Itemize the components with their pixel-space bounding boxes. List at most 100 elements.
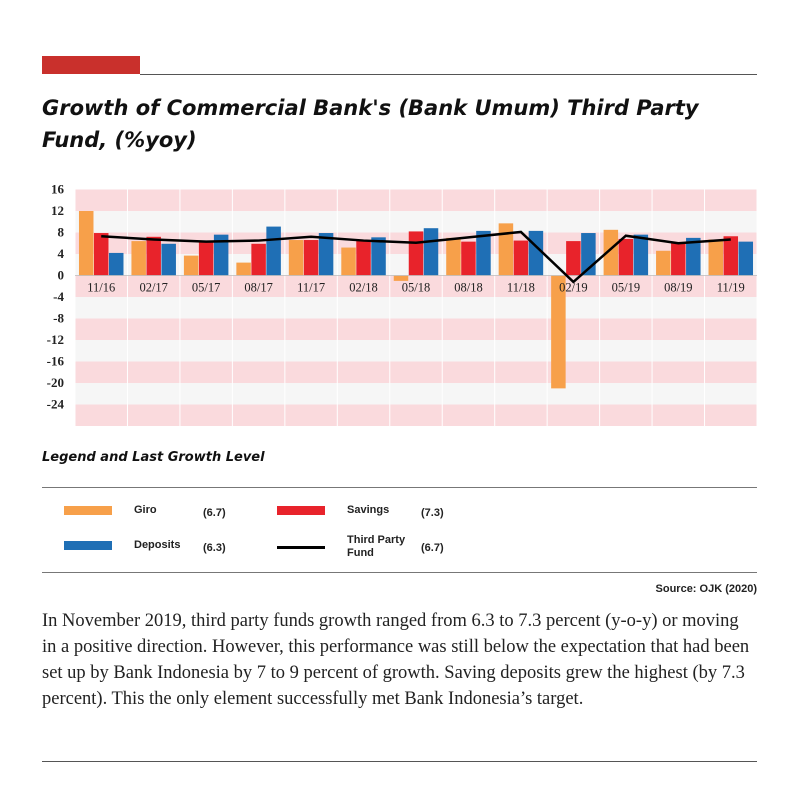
bar-deposits xyxy=(423,228,439,276)
bar-savings xyxy=(408,231,424,276)
header-accent-bar xyxy=(42,56,140,74)
source-note: Source: OJK (2020) xyxy=(655,583,757,595)
bar-deposits xyxy=(476,230,491,276)
y-tick-label: -4 xyxy=(53,289,64,304)
legend-item-giro: Giro xyxy=(64,504,204,517)
bar-savings xyxy=(251,243,266,276)
bar-giro xyxy=(393,275,409,281)
legend-bottom-rule xyxy=(42,572,757,573)
y-tick-label: 4 xyxy=(58,246,65,261)
legend-value-third-party-fund: (6.7) xyxy=(421,542,444,554)
chart-background-bands xyxy=(74,189,758,426)
legend-top-rule xyxy=(42,487,757,488)
chart-band xyxy=(75,211,757,233)
legend-item-deposits: Deposits xyxy=(64,539,204,552)
legend-label-giro: Giro xyxy=(134,504,157,516)
bar-deposits xyxy=(738,241,754,276)
bar-savings xyxy=(513,240,529,276)
chart-band xyxy=(75,404,757,426)
legend-title: Legend and Last Growth Level xyxy=(42,450,265,465)
footer-rule xyxy=(42,761,757,762)
bar-giro xyxy=(656,250,671,276)
chart-band xyxy=(75,383,757,405)
bar-savings xyxy=(356,240,371,276)
bar-savings xyxy=(671,242,686,276)
legend-value-deposits: (6.3) xyxy=(203,542,226,554)
bar-giro xyxy=(183,255,199,276)
y-tick-label: 8 xyxy=(58,225,65,240)
bar-giro xyxy=(288,240,304,276)
bar-savings xyxy=(461,241,476,276)
bar-savings xyxy=(146,236,161,276)
bar-giro xyxy=(446,237,461,276)
bar-deposits xyxy=(371,237,386,276)
bar-deposits xyxy=(318,233,334,276)
bar-giro xyxy=(131,241,146,276)
chart-band xyxy=(75,275,757,297)
header-rule xyxy=(140,74,757,75)
legend-value-giro: (6.7) xyxy=(203,507,226,519)
bar-savings xyxy=(303,240,319,276)
x-tick-label: 02/19 xyxy=(559,281,587,295)
legend-item-savings: Savings xyxy=(277,504,417,517)
bar-savings xyxy=(93,233,109,276)
deposits-swatch xyxy=(64,541,112,550)
bar-deposits xyxy=(528,230,544,276)
y-tick-label: 16 xyxy=(51,182,65,197)
x-tick-label: 11/16 xyxy=(87,281,115,295)
legend-label-third-party-fund: Third Party Fund xyxy=(347,534,406,559)
bar-savings xyxy=(566,241,581,276)
x-tick-label: 08/17 xyxy=(244,281,272,295)
chart-canvas: 16 12 8 4 0 -4 -8 -12 -16 -20 -24 11/16 02/17 05/17 0… xyxy=(47,182,758,426)
bar-giro xyxy=(236,262,251,276)
giro-swatch xyxy=(64,506,112,515)
bar-deposits xyxy=(266,226,281,276)
body-paragraph: In November 2019, third party funds grow… xyxy=(42,611,750,709)
x-tick-label: 11/19 xyxy=(717,281,745,295)
bar-deposits xyxy=(108,252,124,276)
y-tick-label: -20 xyxy=(47,375,64,390)
bar-deposits xyxy=(686,237,701,276)
chart-band xyxy=(75,318,757,340)
series-line-third-party-fund xyxy=(101,230,731,284)
y-tick-label: -12 xyxy=(47,332,64,347)
x-tick-label: 08/19 xyxy=(664,281,692,295)
legend-value-savings: (7.3) xyxy=(421,507,444,519)
third-party-fund-swatch xyxy=(277,545,325,549)
y-tick-label: 12 xyxy=(51,203,64,218)
x-tick-label: 08/18 xyxy=(454,281,482,295)
y-tick-label: -16 xyxy=(47,354,65,369)
bar-giro xyxy=(498,223,514,276)
bar-savings xyxy=(618,238,634,276)
y-tick-label: 0 xyxy=(58,268,65,283)
x-tick-label: 02/17 xyxy=(139,281,167,295)
legend-label-savings: Savings xyxy=(347,504,390,516)
x-tick-label: 05/17 xyxy=(192,281,220,295)
y-axis-ticks: 16 12 8 4 0 -4 -8 -12 -16 -20 -24 xyxy=(47,182,65,412)
y-tick-label: -8 xyxy=(53,311,64,326)
third-party-fund-line xyxy=(101,230,731,284)
x-tick-label: 11/17 xyxy=(297,281,325,295)
x-tick-label: 02/18 xyxy=(349,281,377,295)
bar-savings xyxy=(198,241,214,276)
bar-deposits xyxy=(213,234,229,276)
bar-savings xyxy=(723,236,739,276)
bar-giro xyxy=(341,247,356,276)
bar-giro xyxy=(708,239,724,276)
bar-deposits xyxy=(633,234,649,276)
legend-item-third-party-fund: Third Party Fund xyxy=(277,534,417,560)
bar-deposits xyxy=(161,243,176,276)
chart-title: Growth of Commercial Bank's (Bank Umum) … xyxy=(42,96,699,152)
savings-swatch xyxy=(277,506,325,515)
chart-band xyxy=(75,340,757,362)
x-axis-labels: 11/16 02/17 05/17 08/17 11/17 02/18 05/18 08/18… xyxy=(87,281,745,295)
bar-giro xyxy=(551,275,566,389)
chart-band xyxy=(75,361,757,383)
chart-band xyxy=(75,297,757,319)
bar-giro xyxy=(78,211,94,276)
chart-band xyxy=(75,189,757,211)
bar-giro xyxy=(603,229,619,276)
x-tick-label: 11/18 xyxy=(507,281,535,295)
legend-label-deposits: Deposits xyxy=(134,539,181,551)
y-tick-label: -24 xyxy=(47,397,65,412)
